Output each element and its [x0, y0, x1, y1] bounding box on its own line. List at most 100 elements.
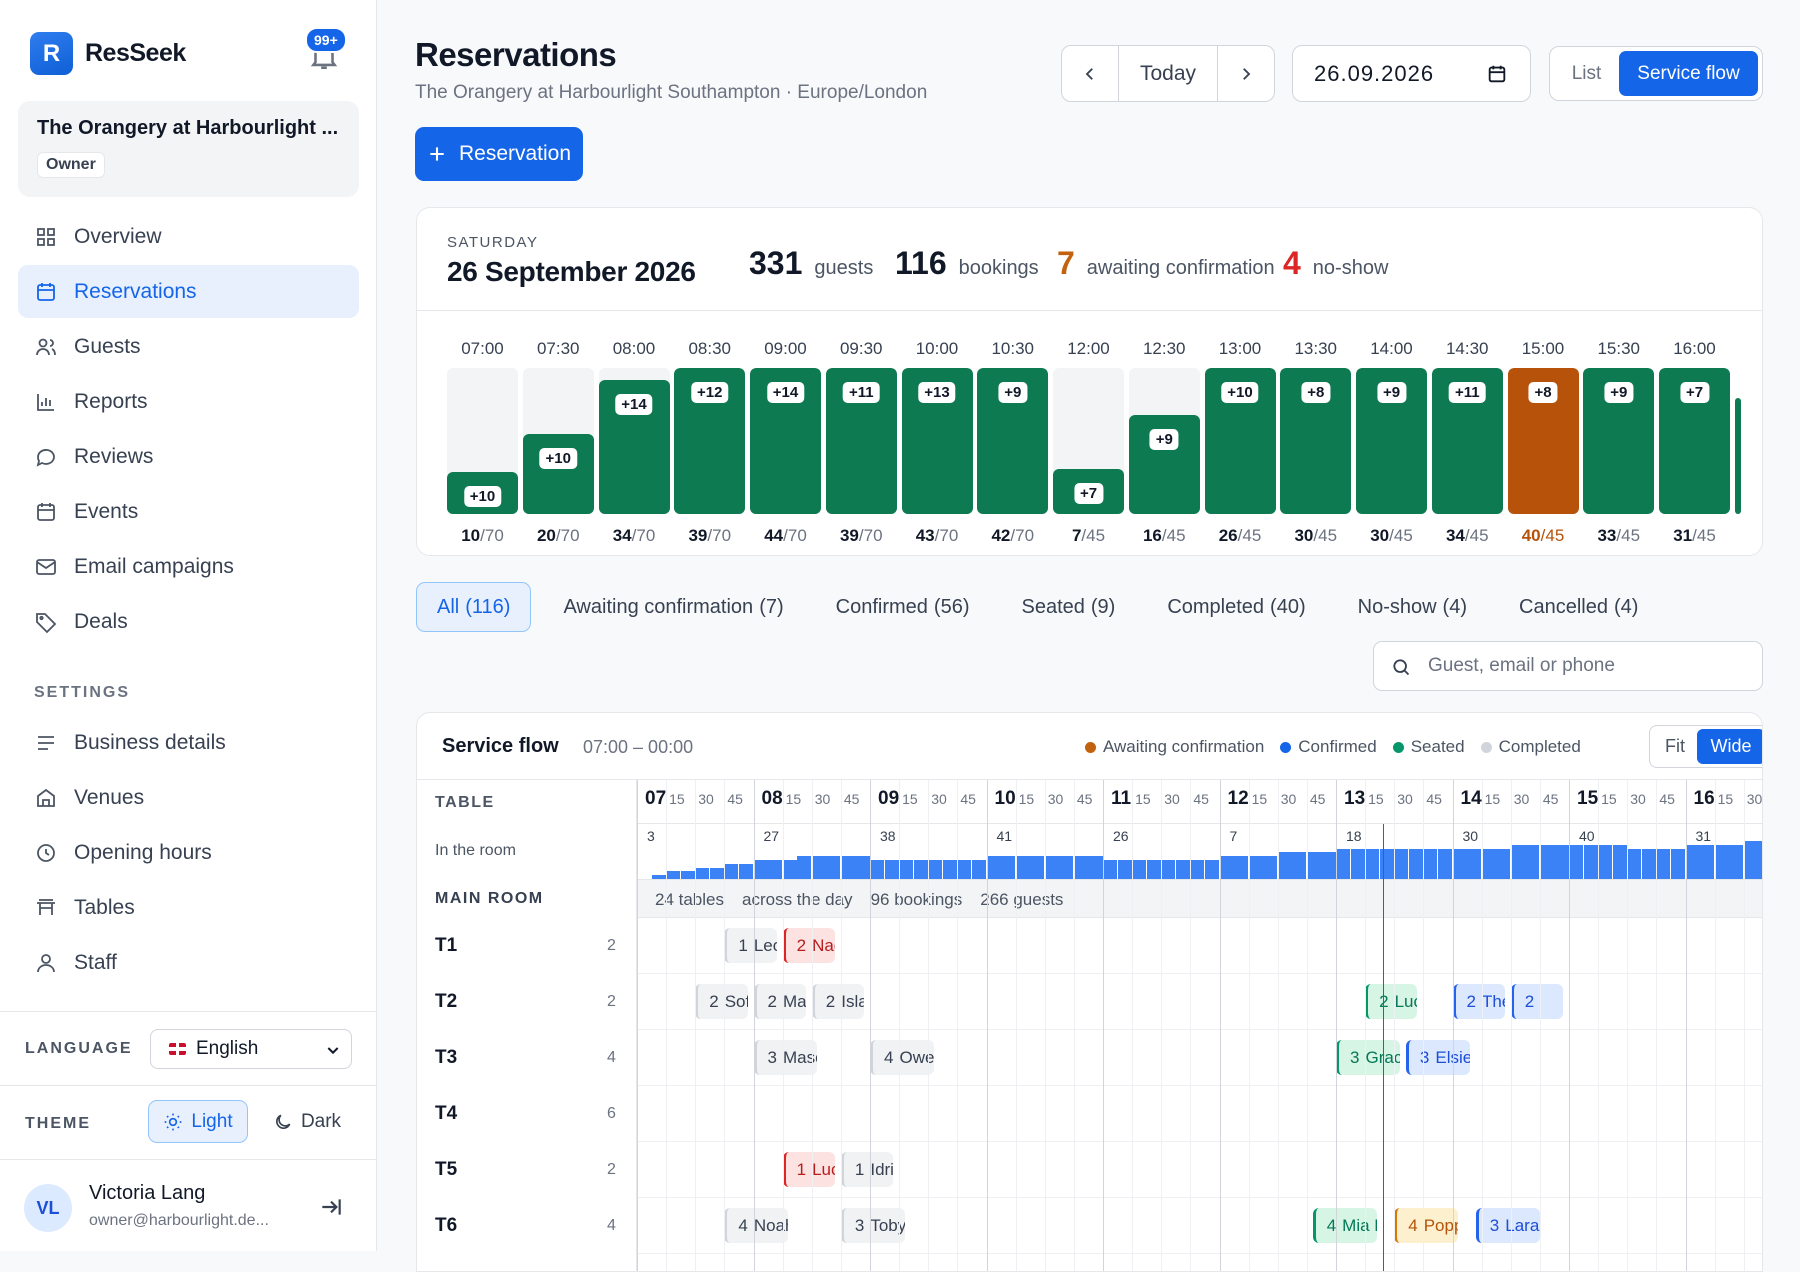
theme-light-label: Light — [191, 1110, 233, 1132]
view-list-button[interactable]: List — [1571, 62, 1602, 84]
tab-cancelled[interactable]: Cancelled (4) — [1499, 582, 1658, 632]
slot-delta: +12 — [691, 382, 729, 403]
booking-block[interactable]: 2 — [1510, 984, 1563, 1019]
table-capacity: 2 — [607, 1161, 616, 1178]
slot-1500[interactable]: 15:00 +8 40/45 — [1507, 328, 1579, 548]
slot-1430[interactable]: 14:30 +11 34/45 — [1431, 328, 1503, 548]
next-day-button[interactable] — [1218, 46, 1274, 101]
settings-item-tables[interactable]: Tables — [18, 881, 359, 934]
table-row-t1[interactable]: T121Leo Martinez2Nadia Haddad — [417, 918, 1762, 974]
sidebar-item-email[interactable]: Email campaigns — [18, 540, 359, 593]
slot-1400[interactable]: 14:00 +9 30/45 — [1356, 328, 1427, 548]
brand[interactable]: R ResSeek — [30, 32, 186, 75]
quarter-label: 30 — [1746, 791, 1763, 807]
previous-day-button[interactable] — [1062, 46, 1118, 101]
tab-all[interactable]: All (116) — [416, 582, 532, 632]
sidebar-item-overview[interactable]: Overview — [18, 210, 359, 263]
slot-1530[interactable]: 15:30 +9 33/45 — [1583, 328, 1655, 548]
settings-item-venues[interactable]: Venues — [18, 771, 359, 824]
venue-name: The Orangery at Harbourlight ... — [37, 117, 339, 139]
slot-0900[interactable]: 09:00 +14 44/70 — [750, 328, 821, 548]
grid-line — [1452, 780, 1454, 1271]
stat-guests: 331 guests — [749, 245, 873, 282]
date-input[interactable]: 26.09.2026 — [1292, 45, 1531, 102]
table-row-t3[interactable]: T3 4 3Mason Ahmed≡ 4Owen Griffiths≡ 3Grace O… — [417, 1030, 1762, 1086]
logout-icon[interactable] — [318, 1194, 344, 1220]
sidebar-item-events[interactable]: Events — [18, 485, 359, 538]
tab-no-show[interactable]: No-show (4) — [1338, 582, 1487, 632]
booking-party: 1 — [854, 1159, 865, 1179]
grid-line — [1685, 780, 1687, 1271]
tab-awaiting-confirmation[interactable]: Awaiting confirmation (7) — [543, 582, 803, 632]
nav-label: Guests — [74, 334, 141, 358]
grid-line — [928, 780, 930, 1271]
sidebar-item-guests[interactable]: Guests — [18, 320, 359, 373]
slot-0700[interactable]: 07:00 +10 10/70 — [447, 328, 518, 548]
slot-1300[interactable]: 13:00 +10 26/45 — [1204, 328, 1276, 548]
language-select[interactable]: English — [150, 1029, 352, 1069]
fit-button[interactable]: Fit — [1665, 736, 1685, 756]
stat-awaiting-label: awaiting confirmation — [1086, 257, 1275, 279]
view-service-flow-button[interactable]: Service flow — [1619, 51, 1758, 96]
booking-block[interactable]: 4Noah Williams≡ — [724, 1208, 789, 1243]
tab-count: (56) — [933, 595, 970, 618]
sidebar-item-reviews[interactable]: Reviews — [18, 430, 359, 483]
sidebar-item-reports[interactable]: Reports — [18, 375, 359, 428]
table-row-t5[interactable]: T521Lucas Novak≡1Idris Mahmood — [417, 1142, 1762, 1198]
slot-1600[interactable]: 16:00 +7 31/45 — [1659, 328, 1730, 548]
booking-block[interactable]: 2Maya Kaur≡ — [753, 984, 806, 1019]
wide-button[interactable]: Wide — [1697, 729, 1762, 764]
table-row-t4[interactable]: T4 6 — [417, 1086, 1762, 1142]
venue-switcher[interactable]: The Orangery at Harbourlight ... Owner — [18, 101, 359, 197]
slot-0930[interactable]: 09:30 +11 39/70 — [825, 328, 897, 548]
booking-block[interactable]: 2Isla Murray≡ — [811, 984, 864, 1019]
slot-1230[interactable]: 12:30 +9 16/45 — [1128, 328, 1200, 548]
tab-completed[interactable]: Completed (40) — [1147, 582, 1325, 632]
slot-0800[interactable]: 08:00 +14 34/70 — [598, 328, 670, 548]
booking-block[interactable]: 1Lucas Novak≡ — [782, 1152, 835, 1187]
booking-block[interactable]: 4Owen Griffiths≡ — [870, 1040, 934, 1075]
occupancy-bar — [1234, 856, 1249, 879]
slot-0730[interactable]: 07:30 +10 20/70 — [522, 328, 594, 548]
occupancy-bar — [1292, 852, 1307, 879]
theme-light-button[interactable]: Light — [148, 1100, 248, 1143]
add-reservation-button[interactable]: Reservation — [415, 127, 583, 181]
slot-1030[interactable]: 10:30 +9 42/70 — [977, 328, 1049, 548]
slot-delta: +10 — [463, 486, 502, 507]
slot-1200[interactable]: 12:00 +7 7/45 — [1053, 328, 1124, 548]
slot-0830[interactable]: 08:30 +12 39/70 — [674, 328, 746, 548]
calendar-icon[interactable] — [1486, 63, 1508, 85]
booking-block[interactable]: 2Sofia Rossi — [695, 984, 748, 1019]
sidebar-item-deals[interactable]: Deals — [18, 595, 359, 648]
booking-block[interactable]: 4Poppy Sinclair≡ — [1394, 1208, 1459, 1243]
user-profile[interactable]: VL Victoria Lang owner@harbourlight.de..… — [0, 1159, 376, 1251]
timeline-grid[interactable]: TABLE In the room 07 15 30 45 08 15 30 45 09 15 30… — [417, 780, 1763, 1271]
theme-dark-button[interactable]: Dark — [262, 1100, 352, 1143]
search-input[interactable]: Guest, email or phone — [1373, 641, 1763, 691]
booking-block[interactable]: 3Grace O'Neill≡ — [1336, 1040, 1400, 1075]
slot-1000[interactable]: 10:00 +13 43/70 — [901, 328, 973, 548]
booking-block[interactable]: 2Lucas Novak≡ — [1365, 984, 1418, 1019]
today-button[interactable]: Today — [1118, 46, 1218, 101]
room-group-header[interactable]: MAIN ROOM 24 tables across the day 96 bo… — [417, 880, 1762, 918]
booking-block[interactable]: 1Idris Mahmood — [840, 1152, 894, 1187]
booking-block[interactable]: 2Nadia Haddad — [782, 928, 835, 963]
tab-confirmed[interactable]: Confirmed (56) — [816, 582, 990, 632]
tab-seated[interactable]: Seated (9) — [1001, 582, 1135, 632]
sidebar-item-reservations[interactable]: Reservations — [18, 265, 359, 318]
occupancy-bar — [1336, 849, 1351, 879]
booking-block[interactable]: 1Leo Martinez — [724, 928, 777, 963]
booking-block[interactable]: 3Mason Ahmed≡ — [753, 1040, 818, 1075]
tab-count: (4) — [1442, 595, 1467, 618]
slot-1330[interactable]: 13:30 +8 30/45 — [1280, 328, 1352, 548]
table-row-t2[interactable]: T222Sofia Rossi2Maya Kaur≡2Isla Murray≡2… — [417, 974, 1762, 1030]
slot-bar: +10 — [522, 434, 594, 514]
settings-item-staff[interactable]: Staff — [18, 936, 359, 989]
settings-item-hours[interactable]: Opening hours — [18, 826, 359, 879]
settings-item-business[interactable]: Business details — [18, 716, 359, 769]
booking-block[interactable]: 2Theo Wallace≡ — [1452, 984, 1505, 1019]
